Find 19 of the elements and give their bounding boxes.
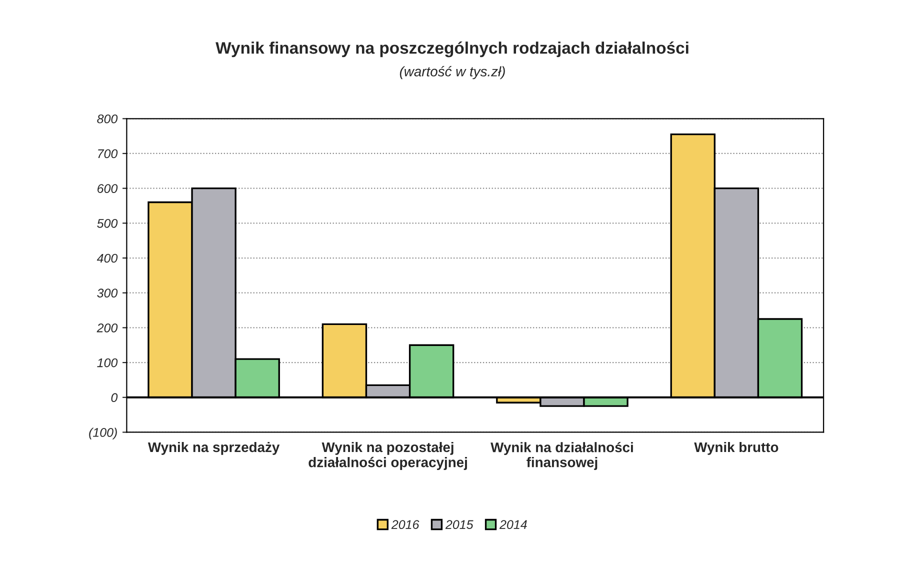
legend-label: 2015 xyxy=(445,520,474,529)
y-tick-label: 400 xyxy=(96,254,118,263)
legend-label: 2016 xyxy=(391,520,420,529)
y-tick-label: 600 xyxy=(98,184,118,193)
x-tick-label: Wynik brutto xyxy=(694,442,778,455)
legend-label: 2014 xyxy=(499,520,527,529)
y-tick-label: 800 xyxy=(97,114,118,124)
y-tick-label: 300 xyxy=(97,288,118,298)
x-tick-label: Wynik na działalności finansowej xyxy=(490,442,633,470)
chart-subtitle: (wartość w tys.zł) xyxy=(400,66,505,80)
y-tick-label: (100) xyxy=(89,428,117,440)
chart-title: Wynik finansowy na poszczególnych rodzajach działalności xyxy=(216,41,688,58)
y-tick-label: 0 xyxy=(111,393,118,402)
y-tick-label: 700 xyxy=(98,149,118,158)
y-tick-label: 100 xyxy=(97,358,118,368)
y-tick-label: 500 xyxy=(97,218,118,228)
y-tick-label: 200 xyxy=(96,324,118,332)
x-tick-label: Wynik na pozostałej działalności operacyjnej xyxy=(308,442,467,470)
x-tick-label: Wynik na sprzedaży xyxy=(148,442,280,455)
